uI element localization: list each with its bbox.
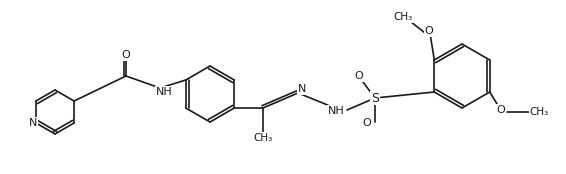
Text: CH₃: CH₃ (529, 107, 548, 117)
Text: N: N (29, 118, 37, 128)
Text: O: O (363, 118, 371, 128)
Text: NH: NH (156, 87, 173, 97)
Text: NH: NH (328, 106, 344, 116)
Text: S: S (371, 92, 379, 105)
Text: O: O (496, 105, 505, 115)
Text: N: N (298, 84, 306, 94)
Text: CH₃: CH₃ (393, 12, 413, 22)
Text: O: O (355, 71, 363, 81)
Text: O: O (122, 50, 130, 60)
Text: O: O (424, 26, 434, 36)
Text: CH₃: CH₃ (254, 133, 273, 143)
